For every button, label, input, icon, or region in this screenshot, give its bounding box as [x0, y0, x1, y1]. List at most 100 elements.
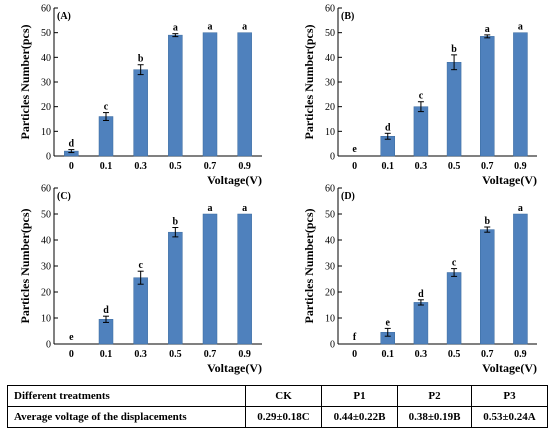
y-tick-label: 20	[325, 102, 335, 113]
bar	[133, 277, 148, 345]
y-tick-label: 10	[41, 127, 51, 138]
x-tick-label: 0	[69, 161, 74, 172]
x-tick-label: 0.7	[481, 161, 494, 172]
significance-letter: c	[419, 91, 424, 102]
y-tick-label: 30	[325, 262, 335, 273]
bar	[237, 213, 252, 345]
chart-panel-d: 0 10 20 30 40 50 60 f 0 e 0.1 d 0.3 c 0.5 b 0.7 a 0.9 (D) Vo…	[302, 184, 537, 375]
significance-letter: d	[103, 305, 109, 316]
chart-panel-c: 0 10 20 30 40 50 60 e 0 d 0.1 c 0.3 b 0.5 a 0.7 a 0.9 (C) Vo…	[18, 184, 262, 375]
y-axis-title: Particles Number(pcs)	[302, 25, 316, 140]
significance-letter: c	[452, 258, 457, 269]
significance-letter: b	[173, 217, 179, 228]
significance-letter: a	[208, 22, 213, 33]
x-tick-label: 0.3	[415, 349, 428, 360]
y-tick-label: 60	[41, 184, 51, 195]
y-tick-label: 60	[41, 4, 51, 15]
table-cell: 0.44±0.22B	[321, 406, 398, 428]
x-tick-label: 0.9	[514, 161, 527, 172]
bar	[413, 302, 429, 345]
significance-letter: f	[353, 332, 357, 343]
bar	[480, 36, 495, 157]
x-tick-label: 0.1	[382, 161, 395, 172]
table-header-cell: P3	[471, 385, 548, 407]
x-tick-label: 0.1	[382, 349, 395, 360]
y-tick-label: 20	[41, 102, 51, 113]
bar	[133, 69, 148, 157]
panel-label: (A)	[57, 11, 71, 22]
y-tick-label: 40	[325, 236, 335, 247]
y-tick-label: 30	[41, 78, 51, 89]
table-cell: 0.38±0.19B	[397, 406, 472, 428]
bar	[168, 231, 183, 345]
y-tick-label: 40	[41, 236, 51, 247]
x-tick-label: 0.9	[238, 349, 251, 360]
bar	[202, 32, 218, 157]
bar	[446, 272, 462, 345]
x-tick-label: 0.7	[204, 161, 217, 172]
panel-label: (B)	[341, 11, 354, 22]
x-axis-title: Voltage(V)	[482, 173, 537, 187]
panel-label: (C)	[57, 191, 71, 202]
chart-panel-b: 0 10 20 30 40 50 60 e 0 d 0.1 c 0.3 b 0.5 a 0.7 a 0.9 (B) Vo…	[302, 4, 537, 187]
bar	[98, 116, 114, 157]
significance-letter: e	[352, 144, 357, 155]
table-header-row: Different treatments CK P1 P2 P3	[7, 385, 548, 407]
y-axis-title: Particles Number(pcs)	[18, 209, 32, 324]
y-tick-label: 50	[41, 28, 51, 39]
table-header-cell: P1	[321, 385, 398, 407]
x-axis-title: Voltage(V)	[207, 361, 262, 375]
y-tick-label: 40	[325, 53, 335, 64]
significance-letter: b	[484, 216, 490, 227]
significance-letter: b	[451, 44, 457, 55]
y-tick-label: 30	[325, 78, 335, 89]
significance-letter: e	[69, 332, 74, 343]
y-tick-label: 0	[46, 340, 51, 351]
y-tick-label: 0	[330, 152, 335, 163]
bar	[513, 213, 528, 345]
table-header-cell: P2	[397, 385, 472, 407]
significance-letter: a	[242, 203, 247, 214]
x-tick-label: 0.7	[481, 349, 494, 360]
y-tick-label: 20	[41, 288, 51, 299]
x-tick-label: 0	[69, 349, 74, 360]
x-tick-label: 0.3	[134, 349, 147, 360]
x-tick-label: 0	[352, 161, 357, 172]
x-axis-title: Voltage(V)	[482, 361, 537, 375]
chart-panel-a: 0 10 20 30 40 50 60 d 0 c 0.1 b 0.3 a 0.5 a 0.7 a 0.9 (A) Vo…	[18, 4, 262, 187]
significance-letter: d	[418, 289, 424, 300]
table-header-cell: CK	[245, 385, 322, 407]
y-tick-label: 40	[41, 53, 51, 64]
x-tick-label: 0.5	[448, 161, 461, 172]
y-tick-label: 60	[325, 4, 335, 15]
y-tick-label: 10	[325, 314, 335, 325]
x-tick-label: 0.7	[204, 349, 217, 360]
table-cell: 0.29±0.18C	[245, 406, 322, 428]
bar	[168, 34, 183, 157]
significance-letter: b	[138, 54, 144, 65]
significance-letter: a	[173, 23, 178, 34]
bar	[237, 32, 252, 157]
significance-letter: a	[242, 22, 247, 33]
significance-letter: e	[386, 317, 391, 328]
bar	[480, 229, 495, 345]
x-tick-label: 0.1	[100, 349, 113, 360]
x-tick-label: 0.5	[169, 161, 182, 172]
x-tick-label: 0.9	[514, 349, 527, 360]
significance-letter: d	[69, 139, 75, 150]
y-tick-label: 60	[325, 184, 335, 195]
significance-letter: a	[518, 203, 523, 214]
significance-letter: a	[485, 24, 490, 35]
panel-label: (D)	[341, 191, 355, 202]
x-tick-label: 0.1	[100, 161, 113, 172]
table-header-cell: Different treatments	[7, 385, 246, 407]
treatment-summary-table: Different treatments CK P1 P2 P3 Average…	[7, 385, 548, 428]
x-tick-label: 0.3	[415, 161, 428, 172]
bar	[446, 62, 462, 157]
y-tick-label: 0	[330, 340, 335, 351]
bar	[513, 32, 528, 157]
bar	[413, 106, 429, 157]
table-row: Average voltage of the displacements 0.2…	[7, 406, 548, 428]
significance-letter: a	[208, 203, 213, 214]
y-tick-label: 20	[325, 288, 335, 299]
